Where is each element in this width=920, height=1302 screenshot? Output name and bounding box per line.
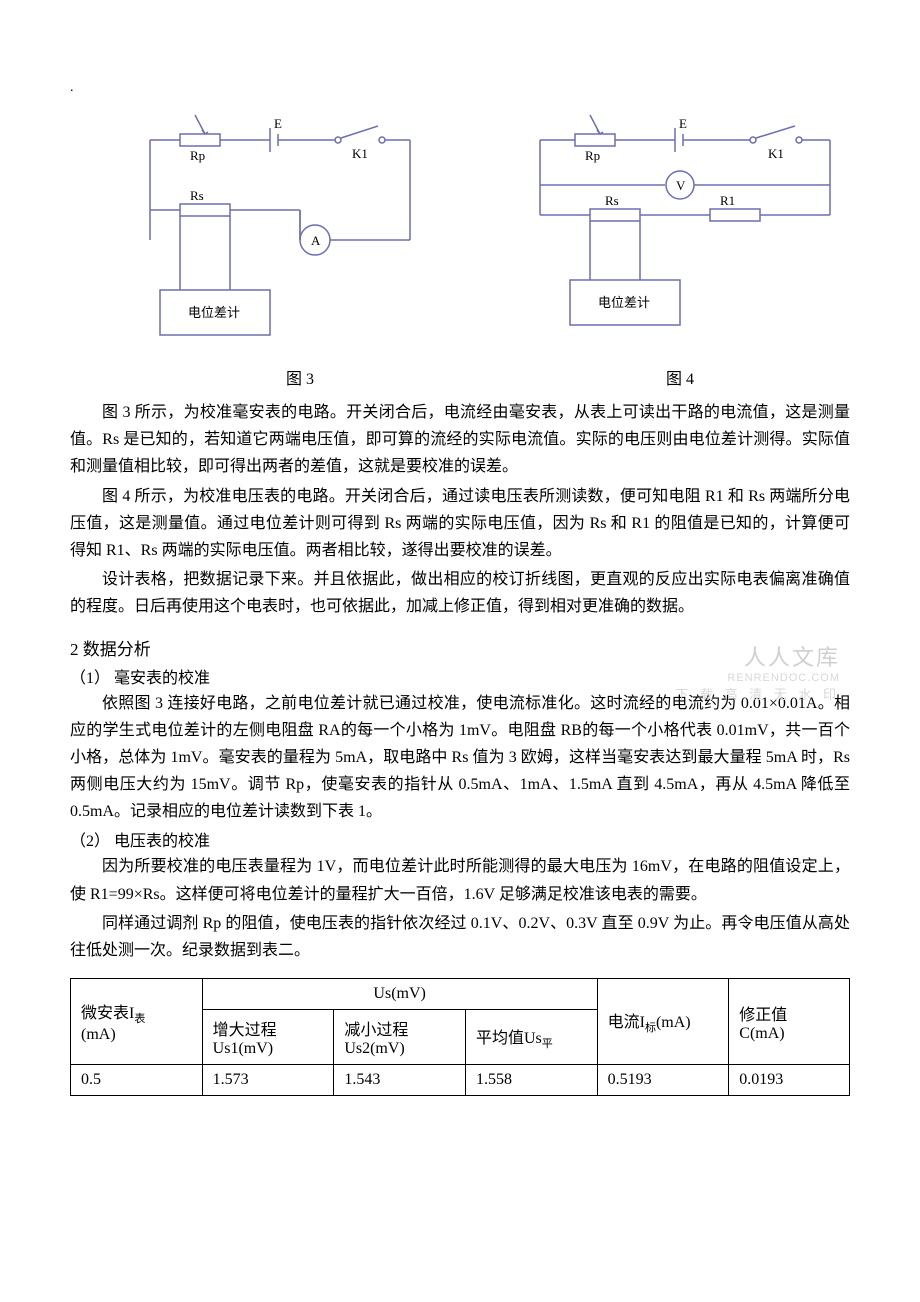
c7b: C(mA) <box>739 1025 784 1042</box>
rp-label-4: Rp <box>585 148 600 163</box>
k1-label: K1 <box>352 146 368 161</box>
rp-label: Rp <box>190 148 205 163</box>
watermark-big: 人人文库 <box>675 640 840 672</box>
col-us-header: Us(mV) <box>202 979 597 1010</box>
e-label-4: E <box>679 116 687 131</box>
watermark-small: 下 载 高 清 无 水 印 <box>675 684 840 703</box>
c6c: (mA) <box>656 1014 691 1031</box>
sub2-body2: 同样通过调剂 Rp 的阻值，使电压表的指针依次经过 0.1V、0.2V、0.3V… <box>70 910 850 964</box>
c6a: 电流I <box>608 1014 645 1031</box>
circuit-4-svg: Rp E K1 V Rs R1 电位差计 <box>520 110 850 350</box>
cell: 1.543 <box>334 1065 466 1096</box>
table-row: 0.5 1.573 1.543 1.558 0.5193 0.0193 <box>71 1065 850 1096</box>
rs-label: Rs <box>190 188 204 203</box>
c5a: 平均值Us <box>476 1030 542 1047</box>
table-row: 微安表I表 (mA) Us(mV) 电流I标(mA) 修正值 C(mA) <box>71 979 850 1010</box>
c3a: 增大过程 <box>213 1022 277 1039</box>
cell: 0.5 <box>71 1065 203 1096</box>
v-label: V <box>676 178 686 193</box>
cell: 1.573 <box>202 1065 334 1096</box>
header-dot: . <box>70 80 74 96</box>
col-5-header: 平均值Us平 <box>465 1010 597 1065</box>
c3b: Us1(mV) <box>213 1040 273 1057</box>
rs-label-4: Rs <box>605 193 619 208</box>
col-4-header: 减小过程 Us2(mV) <box>334 1010 466 1065</box>
sub1-body: 依照图 3 连接好电路，之前电位差计就已通过校准，使电流标准化。这时流经的电流约… <box>70 690 850 826</box>
c6b: 标 <box>645 1022 656 1034</box>
watermark-url: RENRENDOC.COM <box>675 672 840 684</box>
k1-label-4: K1 <box>768 146 784 161</box>
sub2-body1: 因为所要校准的电压表量程为 1V，而电位差计此时所能测得的最大电压为 16mV，… <box>70 853 850 907</box>
a-label: A <box>311 233 321 248</box>
r1-label: R1 <box>720 193 735 208</box>
c5b: 平 <box>542 1038 553 1050</box>
figure-3: Rp E K1 Rs A 电位差计 <box>130 110 430 355</box>
c1a: 微安表I <box>81 1005 134 1022</box>
paragraph-2: 图 4 所示，为校准电压表的电路。开关闭合后，通过读电压表所测读数，便可知电阻 … <box>70 483 850 565</box>
circuits-row: Rp E K1 Rs A 电位差计 <box>130 110 850 355</box>
col-1-header: 微安表I表 (mA) <box>71 979 203 1065</box>
box-label-4: 电位差计 <box>598 295 650 310</box>
fig4-label: 图 4 <box>510 365 850 389</box>
c4b: Us2(mV) <box>344 1040 404 1057</box>
sub2-title: （2） 电压表的校准 <box>70 827 850 851</box>
paragraph-1: 图 3 所示，为校准毫安表的电路。开关闭合后，电流经由毫安表，从表上可读出干路的… <box>70 399 850 481</box>
watermark: 人人文库 RENRENDOC.COM 下 载 高 清 无 水 印 <box>675 640 840 703</box>
cell: 1.558 <box>465 1065 597 1096</box>
figure-labels: 图 3 图 4 <box>70 365 850 389</box>
c1c: (mA) <box>81 1026 116 1043</box>
circuit-3-svg: Rp E K1 Rs A 电位差计 <box>130 110 430 350</box>
fig3-label: 图 3 <box>130 365 470 389</box>
box-label: 电位差计 <box>188 305 240 320</box>
paragraph-3: 设计表格，把数据记录下来。并且依据此，做出相应的校订折线图，更直观的反应出实际电… <box>70 566 850 620</box>
col-7-header: 修正值 C(mA) <box>729 979 850 1065</box>
cell: 0.5193 <box>597 1065 729 1096</box>
data-table: 微安表I表 (mA) Us(mV) 电流I标(mA) 修正值 C(mA) 增大过… <box>70 978 850 1096</box>
cell: 0.0193 <box>729 1065 850 1096</box>
c1b: 表 <box>134 1013 145 1025</box>
e-label: E <box>274 116 282 131</box>
c7a: 修正值 <box>739 1007 787 1024</box>
figure-4: Rp E K1 V Rs R1 电位差计 <box>520 110 850 355</box>
c4a: 减小过程 <box>344 1022 408 1039</box>
col-6-header: 电流I标(mA) <box>597 979 729 1065</box>
col-3-header: 增大过程 Us1(mV) <box>202 1010 334 1065</box>
